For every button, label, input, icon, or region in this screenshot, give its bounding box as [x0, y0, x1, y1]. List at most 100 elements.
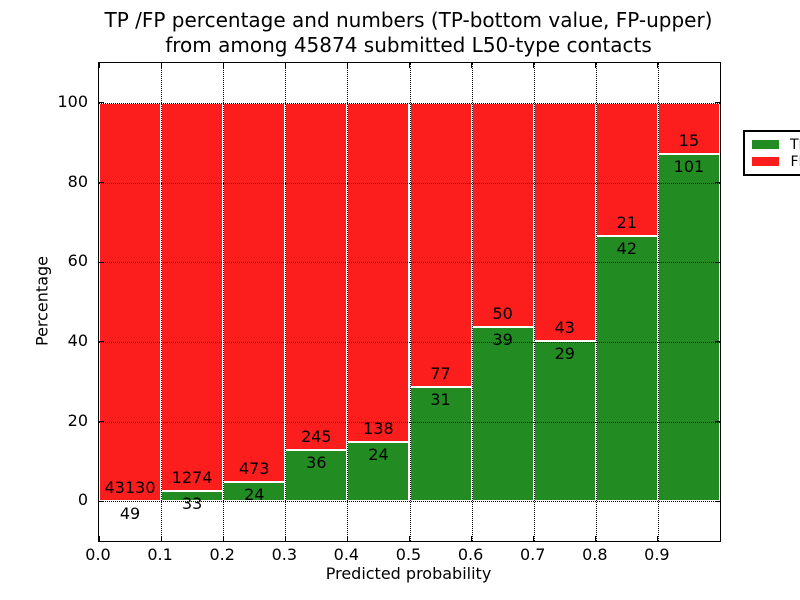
x-gridline — [347, 63, 349, 541]
x-axis-label: Predicted probability — [325, 564, 492, 583]
x-gridline — [223, 63, 225, 541]
tp-count-label: 101 — [673, 157, 705, 177]
bar-segment-fp — [533, 102, 596, 341]
y-tick-mark-right — [715, 341, 720, 343]
x-tick-label: 0.7 — [519, 545, 546, 564]
tp-count-label: 39 — [492, 329, 513, 349]
chart-title-line2: from among 45874 submitted L50-type cont… — [165, 33, 652, 57]
bar-segment-fp — [471, 102, 534, 327]
x-tick-mark-bottom — [409, 536, 410, 541]
x-tick-mark-top — [160, 63, 162, 68]
bar-segment-fp — [223, 102, 286, 482]
legend-row-fp: FP — [752, 153, 800, 170]
legend-row-tp: TP — [752, 136, 800, 153]
bar-segment-tp — [285, 450, 348, 502]
bar-segment-fp — [595, 102, 658, 236]
x-tick-label: 0.4 — [333, 545, 360, 564]
fp-color-swatch-icon — [752, 157, 779, 166]
x-gridline — [595, 63, 597, 541]
x-tick-mark-top — [471, 63, 473, 68]
x-tick-mark-bottom — [346, 536, 348, 541]
fp-count-label: 50 — [492, 303, 513, 323]
x-tick-mark-top — [657, 63, 659, 68]
x-tick-mark-top — [595, 63, 597, 68]
tp-count-label: 31 — [430, 389, 451, 409]
tp-count-label: 49 — [119, 503, 141, 523]
x-tick-mark-bottom — [657, 536, 659, 541]
x-gridline — [285, 63, 287, 541]
y-tick-mark-left — [99, 261, 104, 263]
x-gridline — [161, 63, 163, 541]
bar-segment-tp — [409, 386, 472, 502]
bar-segment-fp — [99, 102, 162, 501]
x-tick-mark-bottom — [284, 536, 286, 541]
bar-segment-tp — [657, 154, 720, 502]
bar-segment-fp — [161, 102, 224, 492]
bar-segment-tp — [347, 442, 410, 502]
x-tick-mark-top — [222, 63, 224, 68]
y-tick-label: 0 — [77, 490, 88, 510]
x-tick-mark-top — [346, 63, 348, 68]
tp-count-label: 33 — [181, 494, 203, 514]
y-tick-mark-right — [715, 102, 720, 104]
y-tick-mark-left — [99, 182, 104, 183]
y-tick-mark-right — [715, 182, 720, 183]
plot-canvas: 43130 49 1274 33 473 24 245 36 138 24 77 31 50 39 43 29… — [98, 63, 720, 541]
y-tick-mark-right — [715, 421, 720, 422]
x-tick-mark-top — [409, 63, 410, 68]
x-gridline — [533, 63, 535, 541]
x-tick-label: 0.3 — [271, 545, 298, 564]
bar-segment-tp — [471, 326, 534, 502]
x-tick-mark-bottom — [595, 536, 597, 541]
x-tick-label: 0.6 — [457, 545, 484, 564]
y-tick-label: 40 — [67, 330, 88, 350]
tp-color-swatch-icon — [752, 140, 779, 149]
bar-segment-tp — [533, 340, 596, 502]
bar-segment-fp — [409, 102, 472, 387]
y-tick-label: 20 — [67, 410, 88, 430]
fp-count-label: 245 — [301, 427, 332, 447]
tp-count-label: 29 — [554, 343, 575, 363]
x-tick-mark-top — [98, 63, 100, 68]
y-tick-mark-left — [99, 102, 104, 104]
fp-count-label: 138 — [363, 419, 394, 439]
bar-segment-tp — [595, 235, 658, 502]
y-tick-mark-right — [715, 261, 720, 263]
fp-count-label: 473 — [238, 458, 270, 478]
legend-label-fp: FP — [790, 153, 800, 170]
tp-count-label: 42 — [616, 238, 638, 258]
x-tick-mark-bottom — [160, 536, 162, 541]
x-tick-mark-top — [533, 63, 535, 68]
y-tick-label: 80 — [67, 171, 88, 191]
chart-title: TP /FP percentage and numbers (TP-bottom… — [98, 8, 719, 58]
x-gridline — [471, 63, 473, 541]
fp-count-label: 21 — [616, 212, 638, 232]
x-tick-label: 0.2 — [209, 545, 235, 564]
legend-label-tp: TP — [790, 136, 800, 153]
x-tick-mark-bottom — [471, 536, 473, 541]
tp-count-label: 24 — [368, 445, 389, 465]
x-tick-label: 0.9 — [644, 545, 670, 564]
fp-count-label: 43130 — [104, 477, 156, 497]
x-tick-mark-bottom — [98, 536, 100, 541]
x-gridline — [409, 63, 411, 541]
bar-segment-fp — [285, 102, 348, 451]
x-tick-mark-top — [284, 63, 286, 68]
x-tick-label: 0.8 — [582, 545, 608, 564]
bar-segment-fp — [347, 102, 410, 443]
x-tick-mark-bottom — [533, 536, 535, 541]
x-tick-label: 0.1 — [147, 545, 173, 564]
fp-count-label: 15 — [678, 131, 700, 151]
bar-segment-fp — [657, 102, 720, 155]
fp-count-label: 1274 — [171, 468, 213, 488]
y-tick-mark-left — [99, 341, 104, 343]
y-tick-mark-left — [99, 421, 104, 422]
y-tick-label: 100 — [57, 91, 88, 111]
x-tick-mark-bottom — [222, 536, 224, 541]
legend: TP FP — [743, 130, 800, 176]
x-gridline — [657, 63, 659, 541]
fp-count-label: 43 — [554, 317, 575, 337]
plot-area: 43130 49 1274 33 473 24 245 36 138 24 77 31 50 39 43 29… — [98, 62, 800, 542]
y-tick-mark-right — [715, 500, 720, 502]
